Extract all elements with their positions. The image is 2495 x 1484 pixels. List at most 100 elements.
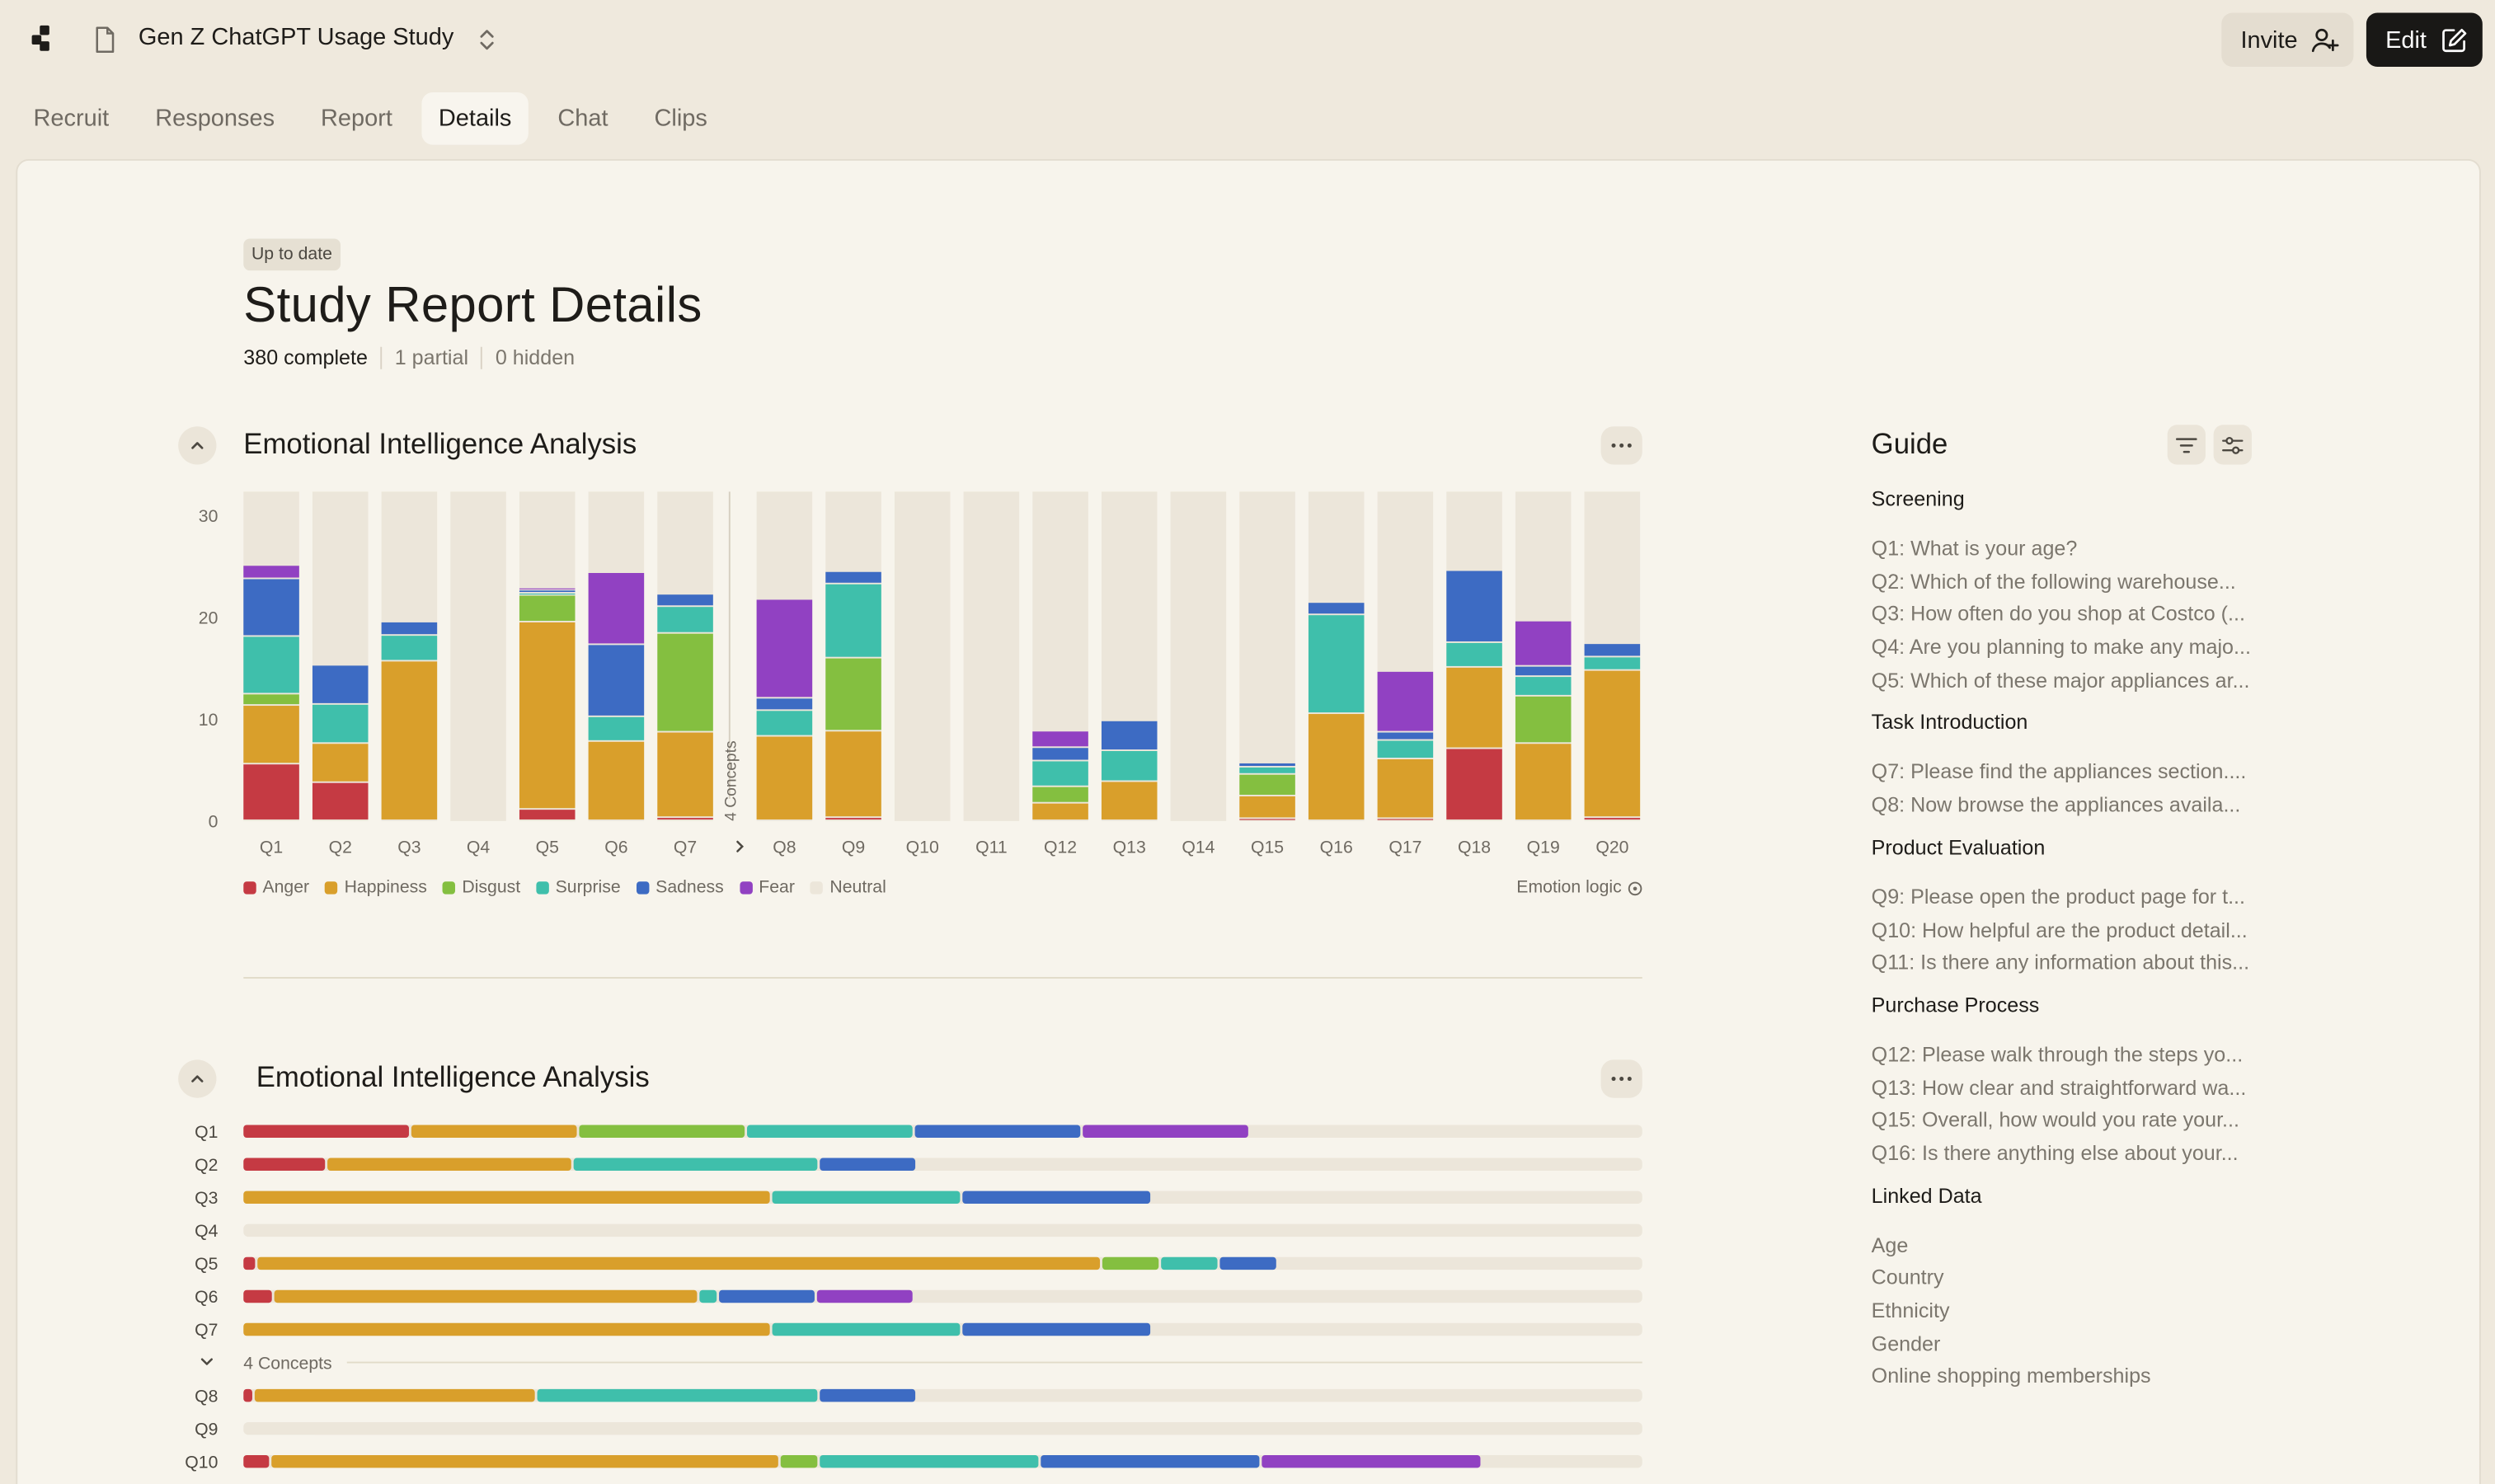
emotion-logic-link[interactable]: Emotion logic	[1516, 878, 1642, 898]
edit-button[interactable]: Edit	[2366, 12, 2483, 68]
legend-item-anger[interactable]: Anger	[243, 878, 309, 898]
legend-item-fear[interactable]: Fear	[740, 878, 795, 898]
chevron-right-icon[interactable]	[736, 840, 745, 852]
bar-segment-disgust	[1239, 774, 1295, 795]
bar-column-q6[interactable]	[588, 491, 645, 821]
chevron-updown-icon[interactable]	[474, 24, 500, 56]
guide-item[interactable]: Q10: How helpful are the product detail.…	[1871, 917, 2248, 942]
bar-segment-happiness	[1515, 744, 1572, 819]
collapse-section-button[interactable]	[178, 1059, 217, 1098]
legend-item-surprise[interactable]: Surprise	[536, 878, 621, 898]
bar-column-q5[interactable]	[519, 491, 576, 821]
bar-segment-anger	[243, 1125, 409, 1138]
bar-column-q1[interactable]	[243, 491, 299, 821]
legend-item-sadness[interactable]: Sadness	[637, 878, 724, 898]
tab-report[interactable]: Report	[321, 105, 392, 133]
guide-section-purchase-process[interactable]: Purchase Process	[1871, 993, 2040, 1017]
tab-chat[interactable]: Chat	[557, 105, 608, 133]
guide-item[interactable]: Q1: What is your age?	[1871, 536, 2078, 561]
guide-item[interactable]: Online shopping memberships	[1871, 1364, 2151, 1388]
guide-item[interactable]: Q11: Is there any information about this…	[1871, 950, 2250, 974]
x-tick-label: Q18	[1458, 838, 1491, 857]
guide-item[interactable]: Gender	[1871, 1331, 1941, 1355]
guide-item[interactable]: Q8: Now browse the appliances availa...	[1871, 792, 2241, 817]
guide-item[interactable]: Q7: Please find the appliances section..…	[1871, 759, 2247, 784]
bar-row-q5[interactable]	[243, 1256, 1642, 1270]
bar-column-q12[interactable]	[1032, 491, 1088, 821]
bar-row-q7[interactable]	[243, 1322, 1642, 1336]
guide-item[interactable]: Q2: Which of the following warehouse...	[1871, 569, 2236, 594]
bar-column-q11[interactable]	[963, 491, 1020, 821]
guide-item[interactable]: Q5: Which of these major appliances ar..…	[1871, 668, 2250, 693]
tab-recruit[interactable]: Recruit	[33, 105, 110, 133]
bar-segment-surprise	[1377, 740, 1434, 758]
more-options-button[interactable]	[1600, 1059, 1642, 1098]
bar-column-q17[interactable]	[1377, 491, 1434, 821]
bar-segment-sadness	[1032, 748, 1088, 760]
bar-row-q6[interactable]	[243, 1289, 1642, 1303]
bar-column-q16[interactable]	[1308, 491, 1365, 821]
guide-section-product-evaluation[interactable]: Product Evaluation	[1871, 834, 2046, 859]
tab-responses[interactable]: Responses	[155, 105, 275, 133]
bar-neutral	[1239, 491, 1295, 821]
bar-row-q4[interactable]	[243, 1223, 1642, 1237]
bar-column-q15[interactable]	[1239, 491, 1295, 821]
bar-column-q19[interactable]	[1515, 491, 1572, 821]
bar-segment-fear	[756, 599, 813, 697]
x-tick-label: Q13	[1113, 838, 1146, 857]
bar-column-q10[interactable]	[894, 491, 951, 821]
guide-item[interactable]: Q9: Please open the product page for t..…	[1871, 884, 2246, 909]
bar-column-q9[interactable]	[825, 491, 881, 821]
guide-section-task-introduction[interactable]: Task Introduction	[1871, 710, 2028, 735]
y-tick-label: Q3	[195, 1189, 218, 1208]
x-tick-label: Q19	[1527, 838, 1560, 857]
bar-column-q2[interactable]	[312, 491, 369, 821]
filter-button[interactable]	[2167, 425, 2206, 465]
invite-button[interactable]: Invite	[2221, 12, 2354, 68]
guide-item[interactable]: Country	[1871, 1265, 1944, 1289]
guide-section-screening[interactable]: Screening	[1871, 486, 1965, 511]
bar-column-q3[interactable]	[381, 491, 438, 821]
bar-column-q18[interactable]	[1446, 491, 1502, 821]
guide-item[interactable]: Ethnicity	[1871, 1298, 1950, 1322]
bar-row-q3[interactable]	[243, 1190, 1642, 1205]
guide-section-linked-data[interactable]: Linked Data	[1871, 1183, 1982, 1208]
guide-item[interactable]: Q15: Overall, how would you rate your...	[1871, 1107, 2239, 1132]
legend-item-happiness[interactable]: Happiness	[325, 878, 427, 898]
guide-item[interactable]: Q16: Is there anything else about your..…	[1871, 1140, 2239, 1165]
bar-segment-sadness	[1041, 1454, 1260, 1468]
document-icon	[96, 26, 115, 53]
bar-column-q14[interactable]	[1170, 491, 1227, 821]
settings-sliders-button[interactable]	[2213, 425, 2252, 465]
app-logo-icon[interactable]	[27, 24, 53, 53]
bar-neutral	[243, 1223, 1642, 1237]
tab-details[interactable]: Details	[421, 92, 529, 145]
legend-item-disgust[interactable]: Disgust	[443, 878, 520, 898]
guide-item[interactable]: Age	[1871, 1233, 1909, 1256]
bar-row-q9[interactable]	[243, 1421, 1642, 1435]
chevron-down-icon[interactable]	[200, 1358, 213, 1365]
bar-column-q8[interactable]	[756, 491, 813, 821]
more-options-button[interactable]	[1600, 426, 1642, 465]
bar-segment-surprise	[573, 1158, 818, 1171]
guide-item[interactable]: Q4: Are you planning to make any majo...	[1871, 635, 2251, 660]
tab-clips[interactable]: Clips	[654, 105, 707, 133]
guide-item[interactable]: Q13: How clear and straightforward wa...	[1871, 1074, 2247, 1099]
bar-segment-surprise	[381, 636, 438, 660]
bar-column-q13[interactable]	[1101, 491, 1158, 821]
guide-item[interactable]: Q12: Please walk through the steps yo...	[1871, 1041, 2244, 1066]
bar-row-q10[interactable]	[243, 1454, 1642, 1468]
bar-column-q4[interactable]	[450, 491, 506, 821]
bar-row-q8[interactable]	[243, 1388, 1642, 1402]
guide-item[interactable]: Q3: How often do you shop at Costco (...	[1871, 602, 2245, 627]
collapse-section-button[interactable]	[178, 426, 217, 465]
study-title[interactable]: Gen Z ChatGPT Usage Study	[138, 23, 454, 51]
bar-row-q2[interactable]	[243, 1158, 1642, 1171]
bar-row-q1[interactable]	[243, 1125, 1642, 1138]
legend-item-neutral[interactable]: Neutral	[811, 878, 886, 898]
bar-column-q7[interactable]	[657, 491, 713, 821]
bar-segment-sadness	[914, 1125, 1081, 1138]
x-tick-label: Q7	[674, 838, 697, 857]
bar-column-q20[interactable]	[1584, 491, 1641, 821]
filter-icon	[2175, 437, 2197, 453]
